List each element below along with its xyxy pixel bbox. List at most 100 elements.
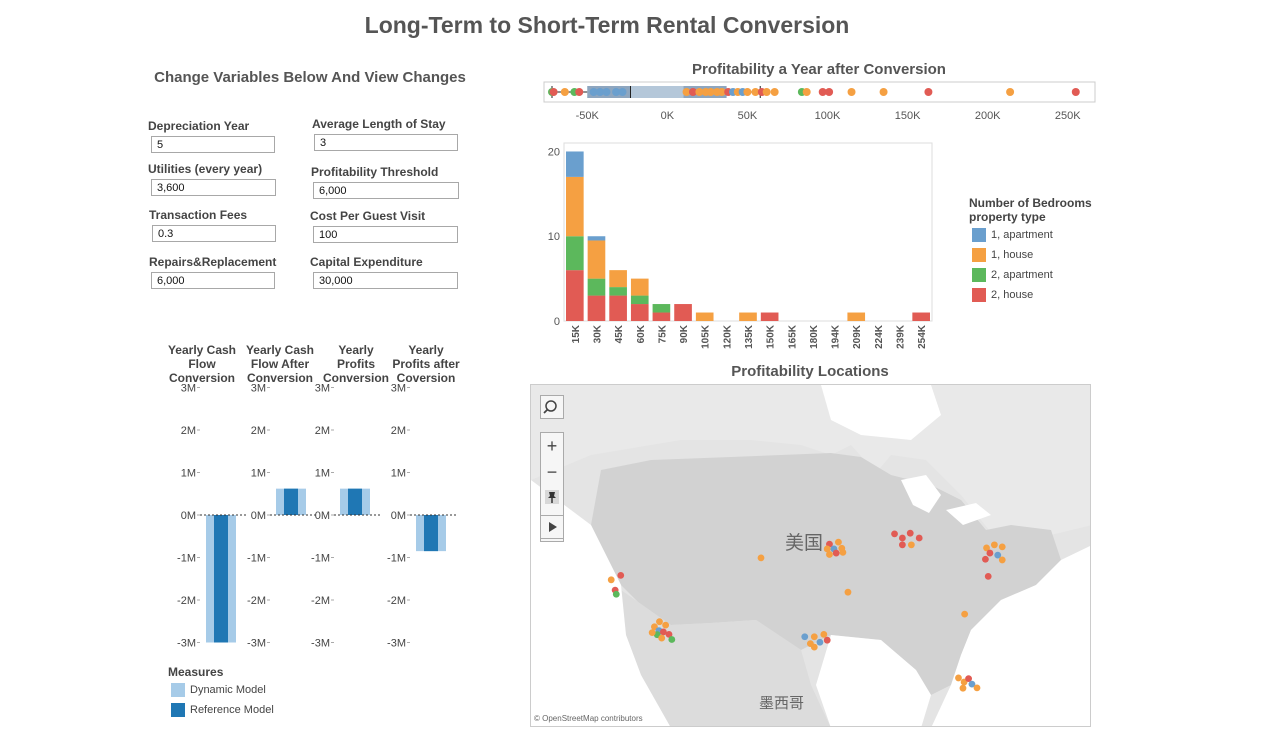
strip-point: [751, 88, 760, 96]
strip-point: [706, 88, 715, 96]
map-point: [757, 554, 765, 562]
transaction-fees-input[interactable]: [152, 225, 276, 242]
map-points-layer: [607, 529, 1006, 692]
map-point: [607, 576, 615, 584]
cashflow-tick-label: -3M: [387, 638, 406, 649]
hist-x-tick-label: 180K: [809, 324, 820, 349]
map-point: [959, 684, 967, 692]
strip-point: [549, 88, 558, 96]
country-label-mexico: 墨西哥: [759, 695, 805, 712]
legend-label-2-house[interactable]: 2, house: [991, 289, 1034, 301]
map-point: [659, 628, 667, 636]
map-zoom-in-button[interactable]: +: [541, 433, 563, 459]
param-label-transaction-fees: Transaction Fees: [149, 208, 248, 222]
dynamic-model-label[interactable]: Dynamic Model: [190, 684, 266, 696]
map-point: [662, 621, 670, 629]
hist-x-tick-label: 30K: [592, 324, 603, 343]
bedrooms-legend-title: Number of Bedrooms property type: [969, 196, 1092, 224]
strip-point: [717, 88, 726, 96]
bedrooms-legend-title-line2: property type: [969, 210, 1046, 224]
map-point: [820, 630, 828, 638]
cashflow-tick-label: 1M: [391, 468, 406, 480]
hist-x-tick-label: 120K: [722, 324, 733, 349]
map-point: [835, 538, 842, 546]
cost-per-guest-visit-input[interactable]: [313, 226, 458, 243]
map-play-button[interactable]: [540, 515, 564, 539]
map-point: [983, 544, 990, 552]
capital-expenditure-input[interactable]: [313, 272, 458, 289]
cashflow-tick-label: 2M: [251, 425, 266, 437]
map-canvas[interactable]: [531, 385, 1091, 727]
great-lakes-water: [901, 475, 991, 525]
map-pin-button[interactable]: [541, 485, 563, 511]
map-point: [998, 543, 1006, 551]
legend-swatch-1-apartment[interactable]: [972, 228, 986, 242]
reference-model-swatch[interactable]: [171, 703, 185, 717]
map-point: [810, 633, 818, 641]
hist-bar-segment: [630, 304, 649, 321]
cashflow-column-title: Profits: [337, 357, 375, 371]
average-length-of-stay-input[interactable]: [314, 134, 458, 151]
map-zoom-out-button[interactable]: −: [541, 459, 563, 485]
depreciation-year-input[interactable]: [151, 136, 275, 153]
strip-tick-label: 200K: [975, 110, 1001, 122]
strip-tick-label: 100K: [815, 110, 841, 122]
hist-x-tick-label: 165K: [787, 324, 798, 349]
map-point: [648, 629, 656, 637]
strip-point: [743, 88, 752, 96]
country-label-usa: 美国: [785, 533, 824, 554]
map-point: [998, 556, 1006, 564]
cashflow-tick-label: -3M: [247, 638, 266, 649]
cashflow-tick-label: -1M: [177, 553, 196, 565]
repairs-replacement-input[interactable]: [151, 272, 275, 289]
map-search-button[interactable]: [540, 395, 564, 419]
strip-point: [879, 88, 888, 96]
profitability-threshold-input[interactable]: [313, 182, 459, 199]
reference-model-bar: [424, 515, 438, 552]
cashflow-column-title: Coversion: [397, 371, 456, 385]
cashflow-tick-label: 1M: [181, 468, 196, 480]
strip-point: [612, 88, 621, 96]
hist-x-tick-label: 135K: [744, 324, 755, 349]
legend-swatch-1-house[interactable]: [972, 248, 986, 262]
cashflow-tick-label: -1M: [387, 553, 406, 565]
map-point: [973, 684, 981, 692]
map-point: [816, 638, 824, 646]
us-landmass: [591, 453, 1061, 695]
profitability-strip-chart: -50K 0K 50K 100K 150K 200K 250K: [543, 81, 1096, 122]
map-point: [955, 674, 962, 682]
utilities-input[interactable]: [151, 179, 276, 196]
cashflow-tick-label: -2M: [387, 595, 406, 607]
map-point: [658, 634, 666, 642]
map-point: [801, 633, 809, 641]
hist-x-tick-label: 254K: [917, 324, 928, 349]
cashflow-column-title: Yearly Cash: [168, 343, 236, 357]
param-label-depreciation-year: Depreciation Year: [148, 119, 250, 133]
legend-label-2-apartment[interactable]: 2, apartment: [991, 269, 1053, 281]
cashflow-tick-label: -3M: [177, 638, 196, 649]
cashflow-column-title: Yearly: [338, 343, 374, 357]
profitability-map[interactable]: 美国 墨西哥 © OpenStreetMap contributors + −: [530, 384, 1091, 727]
cashflow-tick-label: 1M: [315, 468, 330, 480]
strip-point: [575, 88, 584, 96]
hist-bar-segment: [587, 236, 606, 241]
legend-swatch-2-house[interactable]: [972, 288, 986, 302]
cashflow-charts: Yearly CashFlowConversion3M2M1M0M-1M-2M-…: [168, 343, 460, 649]
dynamic-model-swatch[interactable]: [171, 683, 185, 697]
map-point: [907, 541, 915, 549]
hist-x-tick-label: 194K: [831, 324, 842, 349]
hist-bar-segment: [760, 312, 779, 321]
legend-swatch-2-apartment[interactable]: [972, 268, 986, 282]
hist-bar-segment: [566, 236, 584, 271]
map-point: [898, 541, 906, 549]
cashflow-column-title: Flow: [188, 357, 216, 371]
legend-label-1-house[interactable]: 1, house: [991, 249, 1034, 261]
hist-x-tick-label: 60K: [636, 324, 647, 343]
strip-point: [682, 88, 691, 96]
legend-label-1-apartment[interactable]: 1, apartment: [991, 229, 1053, 241]
cashflow-tick-label: -1M: [247, 553, 266, 565]
reference-model-label[interactable]: Reference Model: [190, 704, 274, 716]
cashflow-tick-label: -2M: [311, 595, 330, 607]
cashflow-column-title: Flow After: [251, 357, 310, 371]
cashflow-tick-label: 3M: [391, 383, 406, 395]
